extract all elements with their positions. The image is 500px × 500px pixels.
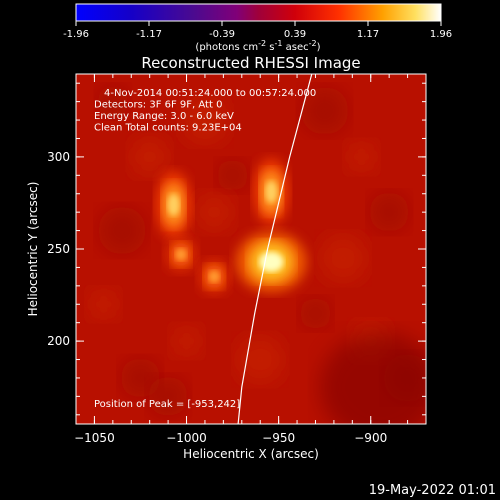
emission-source xyxy=(198,258,231,295)
background-mottle xyxy=(369,192,410,233)
emission-source xyxy=(236,231,307,292)
colorbar: -1.96 -1.17 -0.39 0.39 1.17 1.96 (photons cm-… xyxy=(63,3,452,53)
x-axis-tick-label: −900 xyxy=(354,431,387,445)
observation-annotations: 4-Nov-2014 00:51:24.000 to 00:57:24.000D… xyxy=(94,88,316,134)
footer-date: 19-May-2022 01:01 xyxy=(369,483,496,498)
background-mottle xyxy=(299,297,332,330)
emission-source xyxy=(156,171,192,238)
background-mottle xyxy=(96,85,129,118)
annotation-line: Energy Range: 3.0 - 6.0 keV xyxy=(94,111,234,122)
background-mottle xyxy=(98,206,147,255)
y-axis-tick-label: 300 xyxy=(47,150,70,164)
background-mottle xyxy=(87,288,120,321)
background-mottle xyxy=(129,136,170,177)
x-axis-tick-label: −1050 xyxy=(74,431,115,445)
background-mottle xyxy=(319,234,368,283)
emission-source xyxy=(165,236,197,273)
colorbar-tick-label: 0.39 xyxy=(284,29,306,40)
peak-position-label: Position of Peak = [-953,242] xyxy=(94,399,240,410)
annotation-line: Detectors: 3F 6F 9F, Att 0 xyxy=(94,100,222,111)
plot-area: −1050 −1000 −950 −900 200 250 300 4-Nov-2014 0… xyxy=(47,73,427,445)
background-mottle xyxy=(180,96,229,145)
background-mottle xyxy=(194,192,235,233)
colorbar-tick-label: -1.96 xyxy=(63,29,89,40)
colorbar-tick-label: 1.96 xyxy=(430,29,452,40)
chart-title: Reconstructed RHESSI Image xyxy=(141,54,360,72)
background-mottle xyxy=(170,325,203,358)
x-axis-title: Heliocentric X (arcsec) xyxy=(183,447,319,461)
annotation-line: Clean Total counts: 9.23E+04 xyxy=(94,123,242,134)
y-axis-tick-label: 250 xyxy=(47,242,70,256)
x-axis-tick-label: −950 xyxy=(262,431,295,445)
faint-region xyxy=(319,332,426,424)
y-axis-tick-label: 200 xyxy=(47,334,70,348)
colorbar-gradient xyxy=(75,3,442,22)
solar-limb-curve xyxy=(237,74,313,424)
colorbar-tick-label: -1.17 xyxy=(136,29,162,40)
annotation-line: 4-Nov-2014 00:51:24.000 to 00:57:24.000 xyxy=(104,88,316,99)
y-axis-title: Heliocentric Y (arcsec) xyxy=(26,182,40,317)
colorbar-tick-label: -0.39 xyxy=(209,29,235,40)
colorbar-tick-label: 1.17 xyxy=(357,29,379,40)
background-mottle xyxy=(345,140,378,173)
colorbar-unit-label: (photons cm-2 s-1 asec-2) xyxy=(195,39,320,53)
background-mottle xyxy=(300,86,349,135)
background-mottle xyxy=(148,376,189,417)
x-axis-tick-label: −1000 xyxy=(166,431,207,445)
background-mottle xyxy=(216,159,249,192)
emission-source xyxy=(253,158,289,225)
